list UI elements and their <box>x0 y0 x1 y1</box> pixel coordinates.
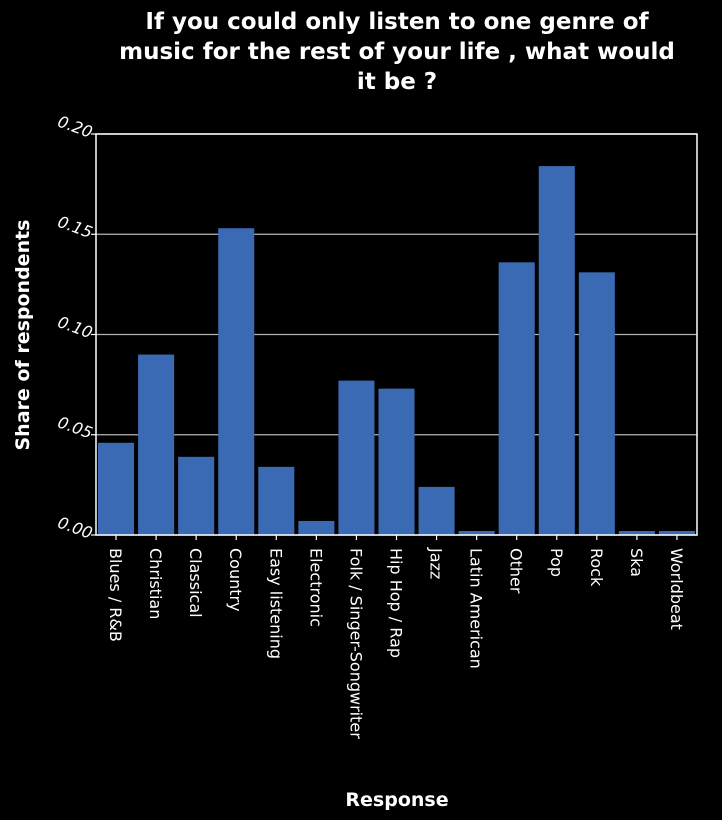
bar-electronic <box>298 520 335 535</box>
x-tick-label: Ska <box>627 548 646 577</box>
x-tick-label: Electronic <box>306 548 325 627</box>
y-tick-label: 0.10 <box>55 312 95 342</box>
bar-country <box>218 228 255 536</box>
x-tick-label: Rock <box>587 548 606 587</box>
x-tick-label: Worldbeat <box>667 548 686 630</box>
bar-blues-r-b <box>98 442 135 535</box>
bar-worldbeat <box>658 530 695 535</box>
chart-title: If you could only listen to one genre of… <box>119 9 675 95</box>
x-tick-label: Jazz <box>427 547 446 579</box>
y-tick-label: 0.05 <box>55 412 95 442</box>
y-tick-label: 0.00 <box>55 513 95 543</box>
bar-hip-hop-rap <box>378 388 415 535</box>
x-tick-label: Pop <box>547 548 566 577</box>
chart-title-line-3: it be ? <box>357 69 437 95</box>
bar-latin-american <box>458 530 495 535</box>
y-tick-label: 0.15 <box>55 212 95 242</box>
x-tick-label: Blues / R&B <box>106 548 125 642</box>
y-tick-label: 0.20 <box>55 112 95 142</box>
x-tick-label: Christian <box>146 548 165 619</box>
bar-christian <box>138 354 175 535</box>
bar-folk-singer-songwriter <box>338 380 375 535</box>
chart-title-line-1: If you could only listen to one genre of <box>145 9 649 35</box>
x-tick-label: Folk / Singer-Songwriter <box>346 548 365 739</box>
bar-pop <box>538 166 575 535</box>
x-axis-ticks: Blues / R&B Christian Classical Country Easy… <box>106 535 686 739</box>
bar-rock <box>578 272 615 535</box>
bar-easy-listening <box>258 466 295 535</box>
bar-other <box>498 262 535 535</box>
x-tick-label: Easy listening <box>266 548 285 659</box>
chart-title-line-2: music for the rest of your life , what w… <box>119 39 675 65</box>
x-tick-label: Classical <box>186 548 205 618</box>
bars <box>98 166 695 536</box>
x-tick-label: Latin American <box>467 548 486 669</box>
x-axis-title: Response <box>345 789 448 811</box>
bar-jazz <box>418 486 455 535</box>
bar-classical <box>178 456 215 535</box>
x-tick-label: Hip Hop / Rap <box>387 548 406 658</box>
y-axis-ticks: 0.00 0.05 0.10 0.15 0.20 <box>55 112 96 543</box>
bar-ska <box>618 530 655 535</box>
x-tick-label: Other <box>507 548 526 594</box>
y-axis-title: Share of respondents <box>12 220 34 451</box>
x-tick-label: Country <box>226 548 245 612</box>
